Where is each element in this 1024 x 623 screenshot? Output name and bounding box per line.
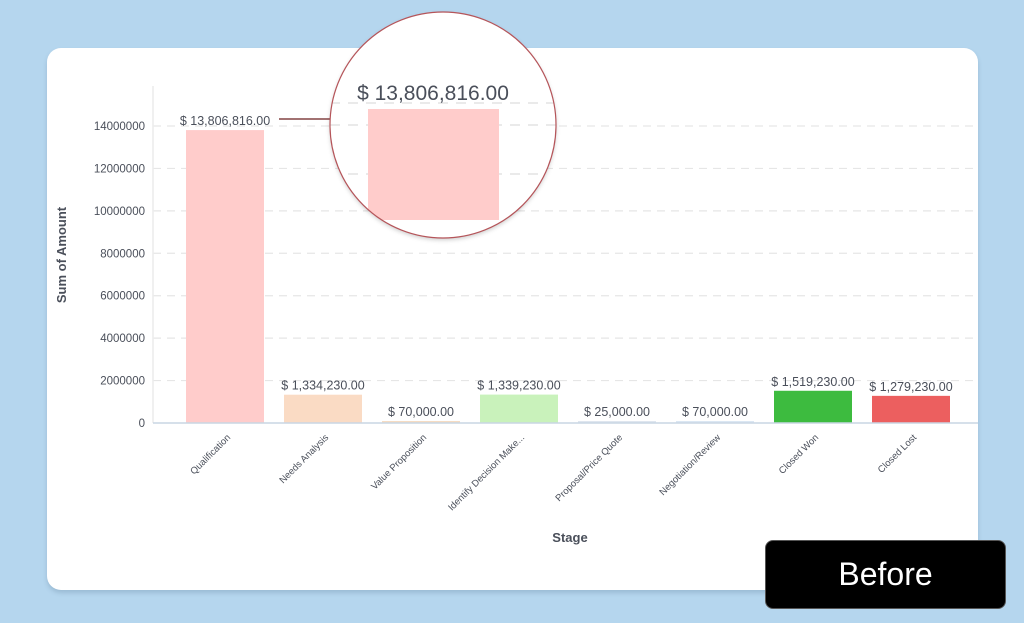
x-tick-label: Proposal/Price Quote [553,432,625,504]
x-tick-label: Closed Lost [876,432,920,476]
bar[interactable] [382,421,460,423]
x-tick-label: Value Proposition [369,432,429,492]
bar-value-label: $ 13,806,816.00 [180,114,270,128]
bars: $ 13,806,816.00 $ 1,334,230.00 $ 70,000.00… [180,114,953,423]
bar[interactable] [578,421,656,423]
y-tick-label: 6000000 [100,291,145,303]
bar-value-label: $ 1,334,230.00 [281,379,364,393]
x-axis-title: Stage [552,530,587,545]
magnified-label: $ 13,806,816.00 [357,82,509,105]
bar[interactable] [284,394,362,423]
bar-value-label: $ 1,519,230.00 [771,375,854,389]
x-tick-label: Qualification [188,432,233,477]
bar[interactable] [872,395,950,423]
bar-value-label: $ 1,279,230.00 [869,380,952,394]
y-tick-label: 12000000 [94,163,145,175]
y-tick-label: 10000000 [94,206,145,218]
x-tick-label: Closed Won [777,432,821,476]
y-axis-title: Sum of Amount [54,206,69,303]
magnified-bar [368,109,499,220]
bar[interactable] [480,394,558,423]
y-tick-label: 2000000 [100,376,145,388]
bar-value-label: $ 1,339,230.00 [477,379,560,393]
bar[interactable] [186,130,264,423]
y-axis: 0 2000000 4000000 6000000 8000000 10000000 120… [94,86,154,430]
x-tick-label: Needs Analysis [277,432,331,486]
bar-value-label: $ 70,000.00 [682,405,748,419]
y-tick-label: 4000000 [100,333,145,345]
y-tick-label: 0 [139,418,145,430]
magnifier-callout: $ 13,806,816.00 [329,11,557,239]
x-tick-label: Identify Decision Make... [446,432,527,513]
bar[interactable] [676,421,754,423]
before-badge: Before [765,540,1006,609]
bar[interactable] [774,390,852,423]
bar-value-label: $ 70,000.00 [388,405,454,419]
gridlines [153,125,978,382]
y-tick-label: 14000000 [94,121,145,133]
before-badge-label: Before [838,556,933,592]
x-tick-label: Negotiation/Review [657,432,723,498]
x-axis: Qualification Needs Analysis Value Proposi… [153,422,978,513]
y-tick-label: 8000000 [100,248,145,260]
bar-value-label: $ 25,000.00 [584,405,650,419]
